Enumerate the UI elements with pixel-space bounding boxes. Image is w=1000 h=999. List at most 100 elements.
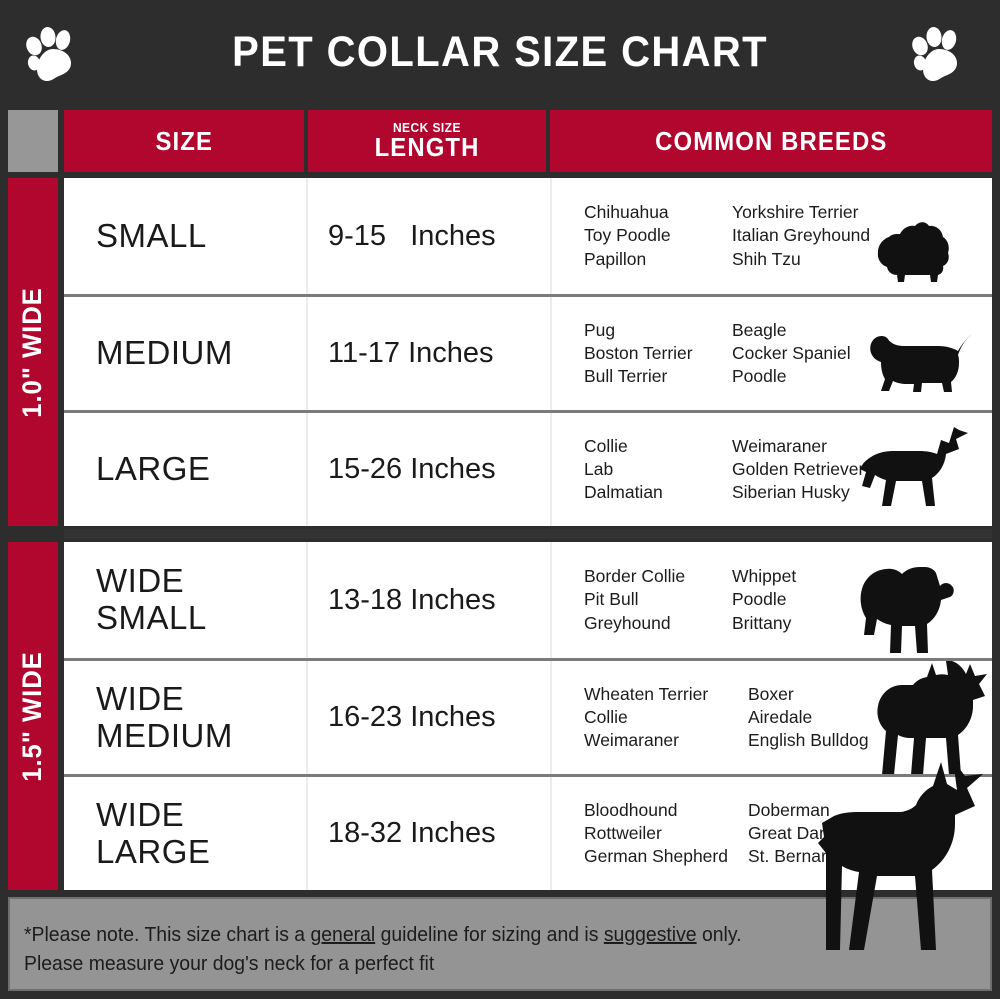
shepherd-silhouette-icon	[860, 427, 968, 506]
size-section-1-5: WIDE SMALL 13-18 Inches Border Collie Pi…	[64, 542, 992, 890]
breed-name: Weimaraner	[584, 730, 679, 751]
breeds-column-1: Chihuahua Toy Poodle Papillon	[584, 201, 732, 271]
breed-name: Toy Poodle	[584, 225, 671, 246]
breed-name: Pit Bull	[584, 589, 639, 610]
breed-name: Dalmatian	[584, 482, 663, 503]
breed-name: Weimaraner	[732, 435, 827, 456]
footer-text-a: *Please note. This size chart is a	[24, 924, 311, 946]
breed-name: Whippet	[732, 566, 797, 587]
cell-breeds: Pug Boston Terrier Bull Terrier Beagle C…	[550, 297, 992, 410]
breed-name: Shih Tzu	[732, 248, 801, 269]
breed-name: Collie	[584, 706, 628, 727]
column-header-breeds-label: COMMON BREEDS	[654, 125, 888, 156]
breed-name: Pug	[584, 319, 616, 340]
column-header-size-label: SIZE	[155, 125, 213, 156]
footer-text-c: only.	[696, 924, 742, 946]
section-divider-inner	[64, 529, 992, 539]
breed-name: German Shepherd	[584, 846, 728, 867]
table-row[interactable]: WIDE SMALL 13-18 Inches Border Collie Pi…	[64, 542, 992, 658]
width-band-1-0-label: 1.0" WIDE	[17, 286, 48, 418]
table-column-header-row: SIZE NECK SIZE LENGTH COMMON BREEDS	[0, 110, 1000, 172]
width-band-1-0: 1.0" WIDE	[8, 178, 58, 526]
cell-size: WIDE SMALL	[96, 562, 207, 636]
breed-name: Rottweiler	[584, 822, 662, 843]
footer-line-2: Please measure your dog's neck for a per…	[24, 953, 435, 975]
breed-name: Greyhound	[584, 612, 671, 633]
size-section-1-0: SMALL 9-15 Inches Chihuahua Toy Poodle P…	[64, 178, 992, 526]
table-row[interactable]: MEDIUM 11-17 Inches Pug Boston Terrier B…	[64, 294, 992, 410]
breed-name: Bloodhound	[584, 799, 678, 820]
cell-length: 13-18 Inches	[306, 542, 550, 658]
footer-note: *Please note. This size chart is a gener…	[8, 897, 992, 991]
breeds-column-2: Beagle Cocker Spaniel Poodle	[732, 319, 851, 389]
pitbull-silhouette-icon	[877, 661, 987, 775]
breeds-column-1: Wheaten Terrier Collie Weimaraner	[584, 683, 748, 753]
corner-cell	[8, 110, 58, 172]
breed-name: Beagle	[732, 319, 787, 340]
cell-size: LARGE	[96, 450, 211, 488]
cell-breeds: Collie Lab Dalmatian Weimaraner Golden R…	[550, 413, 992, 526]
breed-name: St. Bernard	[748, 846, 837, 867]
cell-length: 11-17 Inches	[306, 297, 550, 410]
footer-text-b: guideline for sizing and is	[375, 924, 604, 946]
breed-name: Papillon	[584, 248, 647, 269]
breed-name: Poodle	[732, 366, 787, 387]
breed-name: Border Collie	[584, 566, 686, 587]
breeds-column-1: Bloodhound Rottweiler German Shepherd	[584, 799, 748, 869]
table-row[interactable]: WIDE LARGE 18-32 Inches Bloodhound Rottw…	[64, 774, 992, 890]
footer-underline-suggestive: suggestive	[603, 924, 697, 946]
cell-length: 15-26 Inches	[306, 413, 550, 526]
breed-name: Collie	[584, 435, 628, 456]
column-header-length: NECK SIZE LENGTH	[308, 110, 546, 172]
breed-name: Bull Terrier	[584, 366, 668, 387]
cell-breeds: Wheaten Terrier Collie Weimaraner Boxer …	[550, 661, 992, 775]
paw-print-icon	[912, 27, 957, 81]
footer-underline-general: general	[310, 924, 376, 946]
cell-length: 16-23 Inches	[306, 661, 550, 774]
breeds-column-2: Boxer Airedale English Bulldog	[748, 683, 869, 753]
cell-length: 9-15 Inches	[306, 178, 550, 294]
table-row[interactable]: SMALL 9-15 Inches Chihuahua Toy Poodle P…	[64, 178, 992, 294]
breed-name: Boxer	[748, 683, 794, 704]
breed-name: Doberman	[748, 799, 830, 820]
basset-hound-silhouette-icon	[870, 335, 971, 392]
breeds-column-1: Pug Boston Terrier Bull Terrier	[584, 319, 732, 389]
breeds-column-2: Yorkshire Terrier Italian Greyhound Shih…	[732, 201, 870, 271]
cell-size: SMALL	[96, 216, 207, 254]
width-band-1-5-label: 1.5" WIDE	[17, 650, 48, 782]
breed-name: Cocker Spaniel	[732, 342, 851, 363]
pomeranian-silhouette-icon	[877, 222, 949, 282]
breed-name: Lab	[584, 458, 614, 479]
cell-breeds: Bloodhound Rottweiler German Shepherd Do…	[550, 777, 992, 890]
paw-print-icon	[26, 27, 71, 81]
column-header-length-label: LENGTH	[374, 131, 480, 162]
breed-name: Yorkshire Terrier	[732, 202, 859, 223]
breeds-column-2: Weimaraner Golden Retriever Siberian Hus…	[732, 435, 864, 505]
cell-breeds: Border Collie Pit Bull Greyhound Whippet…	[550, 542, 992, 658]
breeds-column-2: Doberman Great Dane St. Bernard	[748, 799, 838, 869]
table-row[interactable]: WIDE MEDIUM 16-23 Inches Wheaten Terrier…	[64, 658, 992, 775]
breed-name: Golden Retriever	[732, 458, 865, 479]
cell-size: WIDE MEDIUM	[96, 679, 233, 754]
column-header-size: SIZE	[64, 110, 304, 172]
cell-length: 18-32 Inches	[306, 777, 550, 890]
bulldog-silhouette-icon	[860, 567, 954, 653]
breeds-column-1: Border Collie Pit Bull Greyhound	[584, 565, 732, 635]
breed-name: Poodle	[732, 589, 787, 610]
page-title: PET COLLAR SIZE CHART	[232, 27, 768, 76]
table-row[interactable]: LARGE 15-26 Inches Collie Lab Dalmatian …	[64, 410, 992, 526]
breed-name: Airedale	[748, 706, 813, 727]
cell-breeds: Chihuahua Toy Poodle Papillon Yorkshire …	[550, 178, 992, 294]
column-header-neck-size-label: NECK SIZE	[393, 119, 461, 135]
breed-name: Brittany	[732, 612, 792, 633]
cell-size: WIDE LARGE	[96, 795, 211, 870]
breeds-column-1: Collie Lab Dalmatian	[584, 435, 732, 505]
breed-name: Chihuahua	[584, 202, 669, 223]
cell-size: MEDIUM	[96, 334, 233, 372]
breed-name: Wheaten Terrier	[584, 683, 709, 704]
breed-name: English Bulldog	[748, 730, 869, 751]
breed-name: Italian Greyhound	[732, 225, 871, 246]
column-header-breeds: COMMON BREEDS	[550, 110, 992, 172]
breed-name: Boston Terrier	[584, 342, 693, 363]
